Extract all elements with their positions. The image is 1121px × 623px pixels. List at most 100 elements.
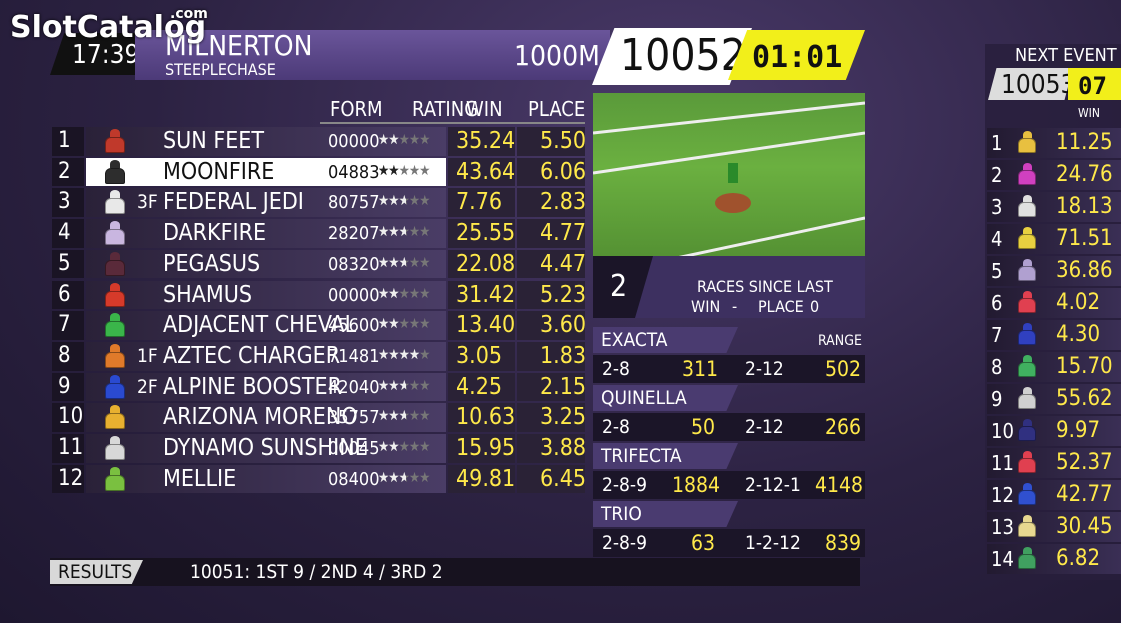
- next-win-odds: 52.37: [1056, 450, 1113, 475]
- rating-empty: ★★★★★: [378, 162, 430, 179]
- jockey-helmet: [110, 436, 120, 444]
- row-bg: [86, 372, 446, 402]
- jockey-silk: [105, 321, 125, 338]
- jockey-helmet: [110, 313, 120, 322]
- video-number: 2: [610, 269, 628, 304]
- race-time: 17:39: [72, 40, 140, 70]
- win-odds: 15.95: [456, 435, 516, 461]
- runner-number: 4: [58, 220, 71, 246]
- runner-name: SUN FEET: [163, 128, 265, 154]
- runner-name: AZTEC CHARGER: [163, 342, 341, 369]
- place-odds: 2.15: [540, 373, 587, 400]
- place-cell: [517, 403, 585, 432]
- jockey-helmet: [1022, 483, 1032, 491]
- bet-value: 266: [825, 415, 862, 439]
- win-cell: [448, 311, 515, 340]
- rating-empty: ★★★★★: [378, 377, 430, 394]
- bet-value: 4148: [815, 473, 864, 497]
- jockey-silk: [105, 382, 125, 399]
- place-cell: [517, 341, 585, 371]
- win-cell: [448, 249, 515, 279]
- jockey-helmet: [1022, 387, 1032, 395]
- bet-row: [593, 471, 865, 499]
- bet-value: 311: [682, 357, 719, 381]
- jockey-silk: [1018, 490, 1036, 505]
- jockey-silk: [1018, 202, 1036, 217]
- place-odds: 3.60: [540, 312, 587, 339]
- bet-row: [593, 355, 865, 383]
- countdown: 01:01: [752, 40, 843, 75]
- column-header: RATING: [412, 97, 479, 121]
- jockey-silk: [1018, 362, 1036, 377]
- place-odds: 3.25: [540, 404, 587, 431]
- next-countdown: 07: [1078, 72, 1107, 100]
- jockey-helmet: [110, 129, 120, 137]
- runner-number: 7: [58, 312, 71, 338]
- runner-number: 3: [58, 189, 71, 215]
- runner-form: 00000: [328, 284, 380, 306]
- next-number: 14: [991, 547, 1014, 571]
- win-cell: [448, 280, 515, 310]
- rating-empty: ★★★★★: [378, 469, 430, 486]
- place-odds: 5.23: [540, 281, 587, 308]
- win-odds: 4.25: [456, 373, 503, 400]
- place-cell: [517, 249, 585, 279]
- bet-name: TRIFECTA: [601, 445, 682, 467]
- results-label-box: [50, 560, 143, 584]
- next-row: [987, 448, 1121, 478]
- win-cell: [448, 157, 515, 187]
- row-number-cell: [52, 249, 84, 279]
- jockey-helmet: [1022, 515, 1032, 523]
- bet-header: [593, 501, 738, 527]
- bet-combo: 2-8-9: [602, 532, 647, 554]
- runner-name: ARIZONA MORENO: [163, 404, 358, 431]
- next-win-odds: 71.51: [1056, 226, 1113, 251]
- place-odds: 6.06: [540, 158, 587, 185]
- jockey-helmet: [110, 221, 120, 230]
- jockey-silk: [1018, 458, 1036, 473]
- rating-stars: ★★★★★: [378, 255, 406, 270]
- next-event-box: [988, 68, 1073, 100]
- row-bg: [86, 127, 446, 156]
- time-box: [50, 33, 145, 75]
- jockey-silk: [105, 229, 125, 246]
- runner-form: 08320: [328, 253, 380, 275]
- jockey-helmet: [1022, 323, 1032, 331]
- row-number-cell: [52, 157, 84, 187]
- win-cell: [448, 403, 515, 432]
- next-number: 7: [991, 323, 1003, 347]
- win-cell: [448, 219, 515, 248]
- bet-row: [593, 529, 865, 557]
- jockey-helmet: [1022, 355, 1032, 363]
- jockey-silk: [1018, 522, 1036, 537]
- rating-empty: ★★★★★: [378, 254, 430, 271]
- next-countdown-box: [1068, 68, 1121, 100]
- race-type: STEEPLECHASE: [165, 60, 276, 79]
- bet-header: [593, 327, 738, 353]
- place-value: 0: [810, 297, 820, 316]
- bet-value: 1884: [672, 473, 721, 497]
- runner-form: 45600: [328, 315, 380, 337]
- win-odds: 31.42: [456, 281, 516, 308]
- next-row: [987, 320, 1121, 350]
- next-number: 12: [991, 483, 1014, 507]
- next-number: 5: [991, 259, 1003, 283]
- runner-form: 08400: [328, 468, 380, 490]
- bet-value: 502: [825, 357, 862, 381]
- forecast-tag: 2F: [137, 375, 158, 398]
- next-row: [987, 416, 1121, 446]
- runner-number: 9: [58, 373, 71, 399]
- next-number: 6: [991, 291, 1003, 315]
- next-win-odds: 36.86: [1056, 258, 1113, 283]
- next-event-label: NEXT EVENT: [1015, 45, 1117, 66]
- jockey-helmet: [1022, 227, 1032, 235]
- jockey-helmet: [1022, 419, 1032, 427]
- jockey-helmet: [1022, 547, 1032, 555]
- jockey-helmet: [1022, 259, 1032, 267]
- runner-name: SHAMUS: [163, 281, 253, 308]
- runner-name: MOONFIRE: [163, 158, 275, 185]
- bet-header: [593, 443, 738, 469]
- jockey-silk: [105, 167, 125, 184]
- place-cell: [517, 311, 585, 340]
- race-video: [593, 93, 865, 278]
